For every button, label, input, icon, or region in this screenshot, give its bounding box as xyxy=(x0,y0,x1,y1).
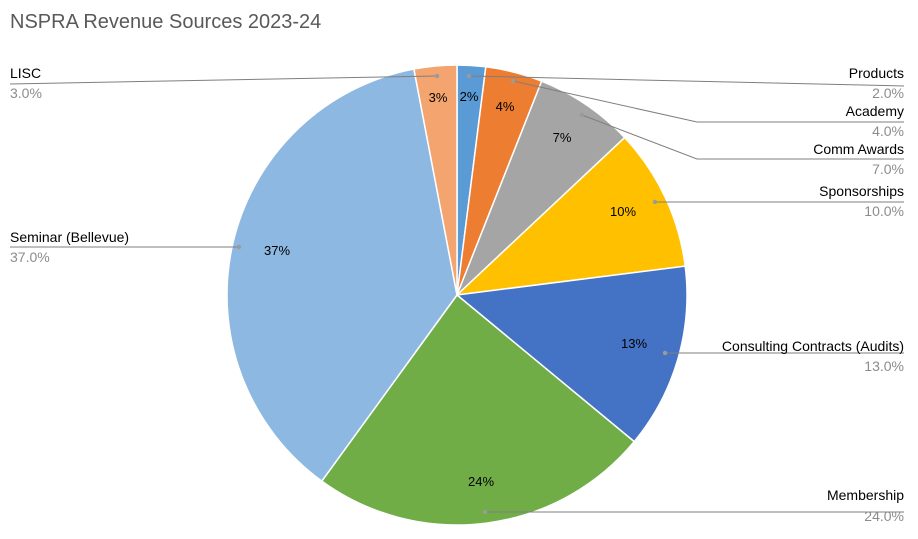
leader-dot xyxy=(579,112,585,118)
category-labels: Products 2.0% Academy 4.0% Comm Awards 7.0% Sp… xyxy=(10,65,904,524)
leader-dot xyxy=(236,244,242,250)
category-label-sponsorships: Sponsorships xyxy=(819,183,904,199)
slice-percent-labels: 2% 4% 7% 10% 13% 24% 37% 3% xyxy=(264,89,647,489)
pie-slices xyxy=(226,64,688,526)
leader-line xyxy=(512,80,904,123)
category-percent-seminar-bellevue: 37.0% xyxy=(10,249,50,265)
leader-dot xyxy=(652,199,658,205)
slice-percent-label: 7% xyxy=(553,130,572,145)
slice-percent-label: 37% xyxy=(264,243,290,258)
pie-slice-membership xyxy=(320,293,636,526)
category-percent-lisc: 3.0% xyxy=(10,85,42,101)
category-percent-consulting-contracts-audits: 13.0% xyxy=(864,358,904,374)
leader-line xyxy=(581,114,904,160)
slice-percent-label: 13% xyxy=(621,336,647,351)
slice-percent-label: 10% xyxy=(610,204,636,219)
slice-percent-label: 24% xyxy=(468,474,494,489)
slice-percent-label: 3% xyxy=(429,90,448,105)
leader-dot xyxy=(434,73,440,79)
leader-line xyxy=(468,75,905,87)
pie-slice-lisc xyxy=(413,64,458,296)
category-label-academy: Academy xyxy=(846,103,904,119)
category-label-comm-awards: Comm Awards xyxy=(813,141,904,157)
leader-dot xyxy=(510,78,516,84)
slice-percent-label: 2% xyxy=(460,89,479,104)
slice-percent-label: 4% xyxy=(496,99,515,114)
category-label-products: Products xyxy=(849,65,904,81)
pie-slice-consulting-contracts-audits xyxy=(455,265,688,443)
leader-lines xyxy=(9,73,905,515)
leader-dot xyxy=(466,73,472,79)
category-label-lisc: LISC xyxy=(10,65,41,81)
category-label-seminar-bellevue: Seminar (Bellevue) xyxy=(10,229,129,245)
leader-dot xyxy=(482,509,488,515)
pie-slice-comm-awards xyxy=(456,80,626,296)
leader-dot xyxy=(662,350,668,356)
pie-slice-sponsorships xyxy=(454,136,687,297)
category-percent-academy: 4.0% xyxy=(872,123,904,139)
category-label-membership: Membership xyxy=(827,487,904,503)
category-percent-membership: 24.0% xyxy=(864,508,904,524)
category-percent-comm-awards: 7.0% xyxy=(872,161,904,177)
category-percent-sponsorships: 10.0% xyxy=(864,203,904,219)
pie-slice-seminar-bellevue xyxy=(226,68,458,483)
chart-title: NSPRA Revenue Sources 2023-24 xyxy=(10,11,321,33)
leader-line xyxy=(9,75,438,85)
category-label-consulting-contracts-audits: Consulting Contracts (Audits) xyxy=(722,338,904,354)
category-percent-products: 2.0% xyxy=(872,85,904,101)
